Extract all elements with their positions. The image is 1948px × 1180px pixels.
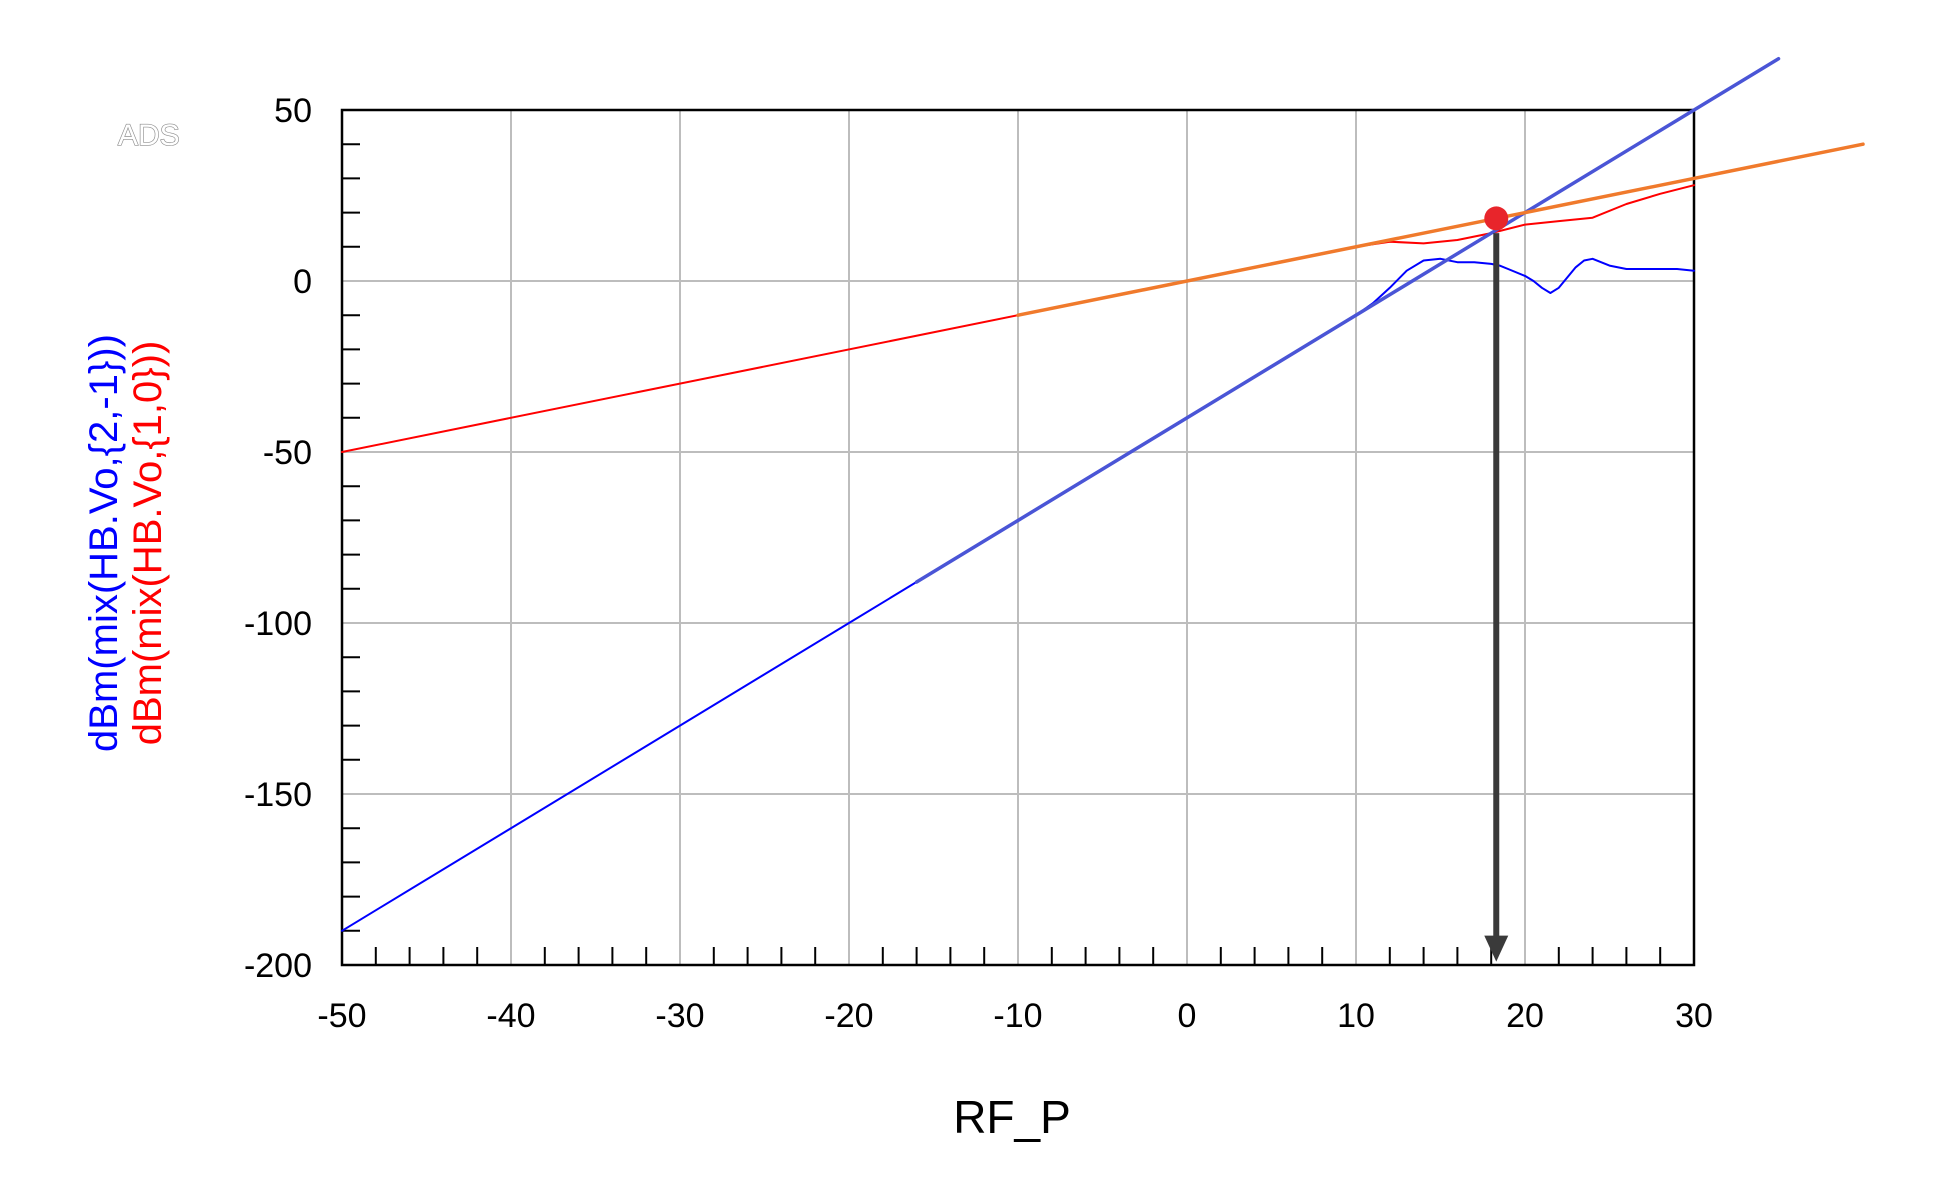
- x-tick-label-3: -20: [824, 997, 873, 1035]
- series-im3-extrapolation: [914, 56, 1781, 584]
- y-tick-label-1: -150: [244, 776, 312, 814]
- intercept-point-marker: [1484, 206, 1509, 231]
- grid: [342, 110, 1694, 965]
- x-tick-label-4: -10: [993, 997, 1042, 1035]
- annotations: [1484, 206, 1509, 962]
- y-tick-label-3: -50: [263, 434, 312, 472]
- y-tick-label-0: -200: [244, 947, 312, 985]
- y-tick-label-5: 50: [274, 92, 312, 130]
- x-tick-label-0: -50: [317, 997, 366, 1035]
- x-tick-labels: -50 -40 -30 -20 -10 0 10 20 30: [317, 997, 1712, 1035]
- y-axis-label-blue: dBm(mix(HB.Vo,{2,-1})): [82, 334, 126, 752]
- y-tick-label-4: 0: [293, 263, 312, 301]
- x-tick-label-2: -30: [655, 997, 704, 1035]
- y-axis-label-red: dBm(mix(HB.Vo,{1,0})): [126, 341, 170, 746]
- y-tick-label-2: -100: [244, 605, 312, 643]
- x-tick-label-1: -40: [486, 997, 535, 1035]
- x-tick-label-6: 10: [1337, 997, 1375, 1035]
- ads-watermark: ADS: [118, 119, 180, 152]
- x-tick-label-5: 0: [1178, 997, 1197, 1035]
- x-axis-label: RF_P: [953, 1091, 1071, 1143]
- x-tick-label-7: 20: [1506, 997, 1544, 1035]
- plot-frame: [340, 108, 1696, 967]
- y-tick-labels: -200 -150 -100 -50 0 50: [244, 92, 312, 985]
- series-fund-extrapolation: [1016, 142, 1865, 317]
- arrow-head: [1484, 935, 1509, 962]
- x-tick-label-8: 30: [1675, 997, 1713, 1035]
- series-lines: [341, 56, 1865, 932]
